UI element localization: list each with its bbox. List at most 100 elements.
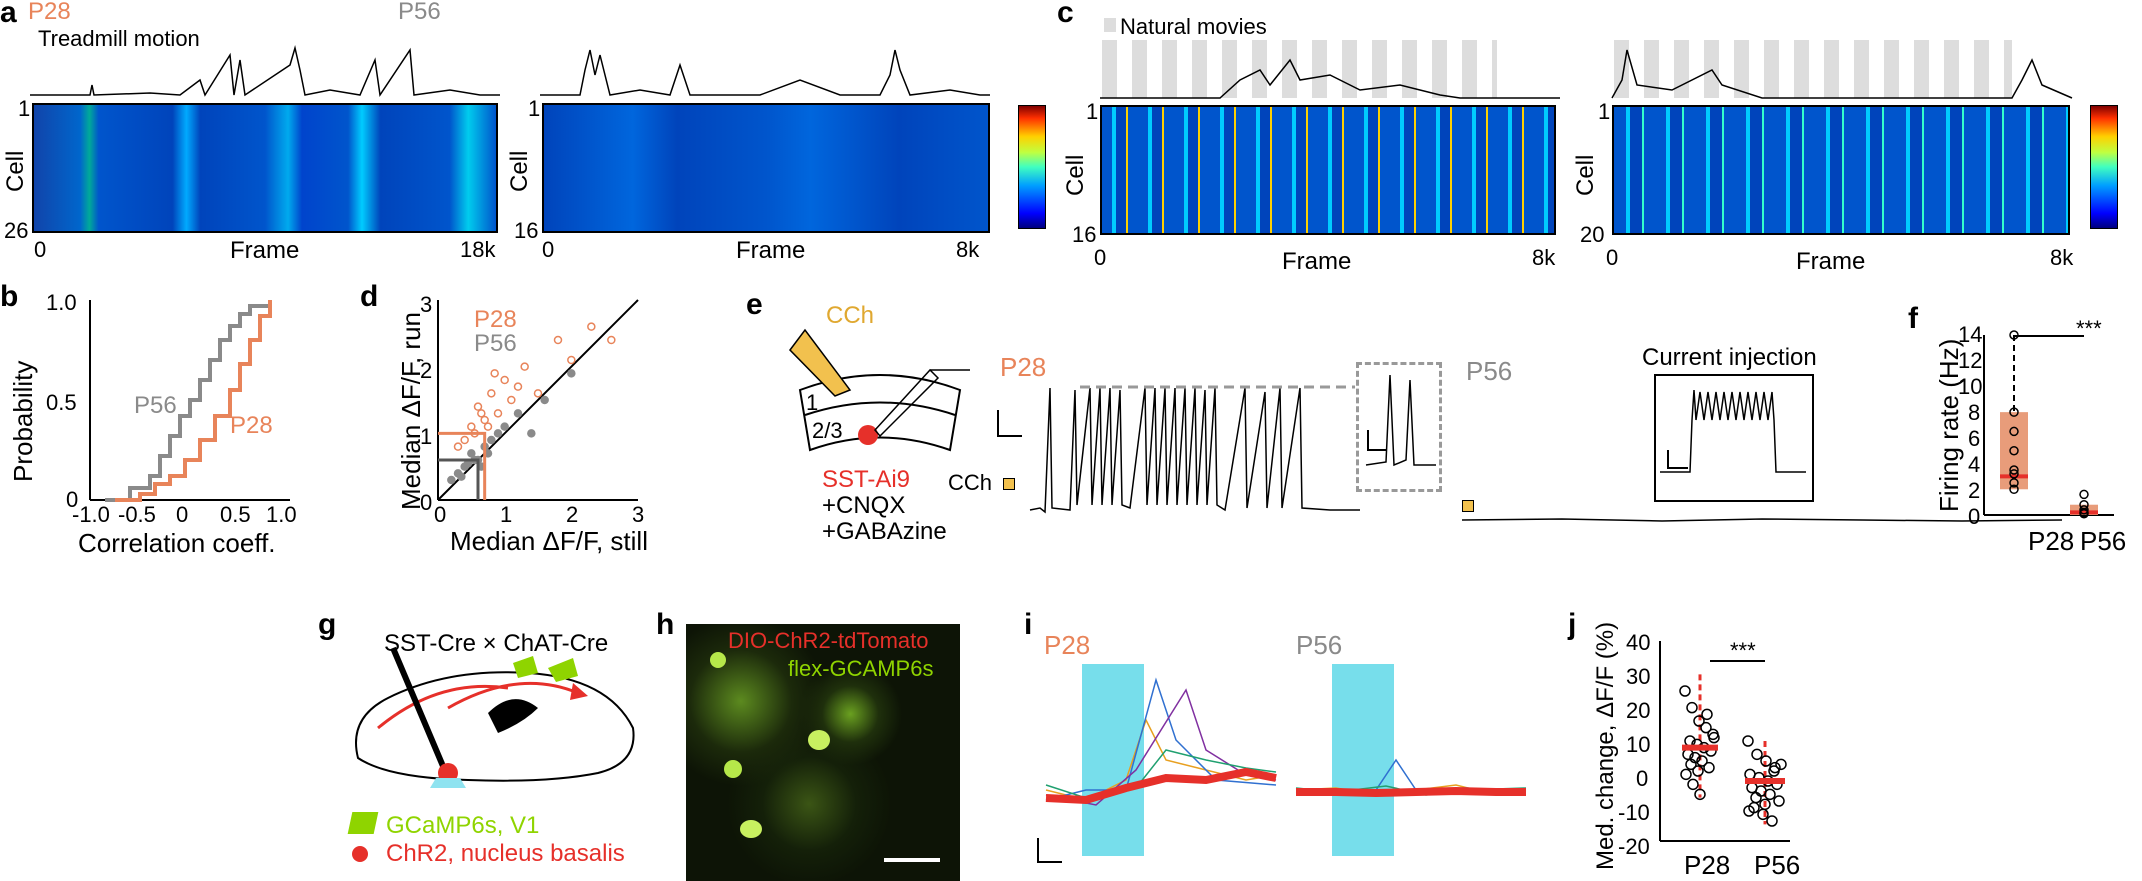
d-point-p28 (490, 369, 499, 378)
c-frame-start-2: 0 (1606, 245, 1619, 270)
d-p28-legend: P28 (474, 306, 517, 333)
panel-f-label: f (1908, 302, 1918, 335)
j-p56-point (1759, 798, 1771, 811)
p56-label: P56 (398, 0, 441, 25)
movie-epochs-right (1614, 40, 2012, 98)
j-p28-point (1687, 778, 1699, 791)
h-dio-label: DIO-ChR2-tdTomato (728, 628, 929, 653)
d-point-p56 (527, 429, 536, 438)
stim-legend-swatch (1104, 18, 1116, 32)
f-p28-point (2009, 465, 2019, 475)
c-cell-top-2: 1 (1598, 99, 1611, 124)
d-point-p28 (520, 362, 529, 371)
j-p28-point (1679, 685, 1691, 697)
f-p56-point (2079, 508, 2089, 519)
d-point-p28 (533, 389, 543, 398)
c-frame-end: 8k (1532, 245, 1556, 270)
i-p56-label: P56 (1296, 630, 1343, 660)
chart-d-plot (437, 299, 639, 501)
j-p28-point (1708, 731, 1720, 744)
mouse-brain-schematic (355, 646, 635, 788)
frame-start: 0 (34, 237, 47, 262)
f-ytick-0: 0 (1968, 504, 1981, 529)
cell-body-4 (740, 820, 762, 838)
b-series-p56 (105, 300, 272, 502)
d-xlabel: Median ΔF/F, still (450, 526, 648, 556)
panel-d-label: d (360, 280, 379, 313)
j-ytick-0: 0 (1636, 766, 1649, 791)
sst-ai9-label: SST-Ai9 (822, 466, 911, 493)
j-ylabel: Med. change, ΔF/F (%) (1592, 621, 1619, 870)
g-legend-gcamp: GCaMP6s, V1 (386, 812, 540, 839)
f-ytick-6: 6 (1968, 426, 1981, 451)
c-frame-start: 0 (1094, 245, 1107, 270)
zoom-connector (1080, 385, 1355, 389)
f-p28-point (2009, 407, 2019, 417)
panel-g-label: g (318, 608, 337, 641)
current-injection-title: Current injection (1642, 344, 1817, 371)
p56-voltage-trace (1461, 518, 2063, 522)
f-ytick-12: 12 (1958, 348, 1983, 373)
j-p28-point (1700, 721, 1712, 734)
treadmill-label: Treadmill motion (38, 26, 200, 51)
f-ytick-8: 8 (1968, 400, 1981, 425)
j-p28-point (1696, 755, 1708, 767)
frame-axis-label: Frame (230, 237, 300, 264)
d-point-p28 (500, 375, 509, 385)
f-p56-point (2079, 489, 2089, 500)
frame-start-2: 0 (542, 237, 555, 262)
scale-bar-e (997, 410, 1022, 437)
layer-23-label: 2/3 (812, 418, 843, 443)
d-point-p28 (513, 382, 523, 391)
d-xtick-2: 2 (566, 502, 579, 527)
j-ytick-40: 40 (1626, 630, 1651, 655)
c-frame-end-2: 8k (2050, 245, 2074, 270)
frame-axis-label-2: Frame (736, 237, 806, 264)
microscopy-image (686, 624, 960, 881)
d-ytick-0: 0 (420, 490, 433, 515)
panel-c-label: c (1057, 0, 1074, 29)
b-xtick-1: -0.5 (118, 502, 156, 527)
frame-end: 18k (460, 237, 496, 262)
f-p28-point (2009, 445, 2019, 456)
d-point-p28 (473, 402, 483, 411)
d-point-p28 (477, 409, 486, 418)
f-ytick-4: 4 (1968, 452, 1981, 477)
c-cell-bottom-2: 20 (1580, 222, 1605, 247)
d-point-p28 (453, 442, 463, 451)
gabazine-label: +GABAzine (822, 518, 947, 545)
i-scale-bar (1037, 838, 1062, 863)
c-cell-top: 1 (1086, 99, 1099, 124)
panel-b-label: b (0, 280, 19, 313)
cell-index-top-2: 1 (528, 96, 541, 121)
d-point-p28 (507, 395, 516, 405)
d-ytick-3: 3 (420, 292, 433, 317)
d-point-p56 (467, 449, 476, 458)
g-title: SST-Cre × ChAT-Cre (384, 630, 609, 657)
j-p28-point (1686, 701, 1698, 714)
b-xtick-4: 1.0 (266, 502, 297, 527)
j-p28-point (1693, 715, 1705, 727)
d-point-p56 (500, 422, 509, 431)
panel-e-label: e (746, 288, 763, 321)
h-flex-label: flex-GCAMP6s (788, 656, 934, 681)
spike-inset (1356, 362, 1442, 492)
cell-axis-label-2: Cell (506, 150, 533, 192)
gcamp-legend-swatch (347, 812, 379, 834)
panel-i-label: i (1024, 608, 1033, 641)
e-p56-label: P56 (1466, 356, 1513, 386)
chart-b-plot (89, 300, 290, 502)
d-xtick-3: 3 (632, 502, 645, 527)
j-p56-point (1775, 758, 1787, 771)
colorbar-a (1018, 105, 1046, 229)
treadmill-trace-p56 (540, 49, 990, 96)
cell-axis-label: Cell (2, 150, 29, 192)
b-ytick-mid: 0.5 (46, 390, 77, 415)
f-xtick-p28: P28 (2028, 526, 2075, 556)
f-xtick-p56: P56 (2080, 526, 2127, 556)
d-p28-median-lines (438, 431, 487, 500)
c-frame-axis: Frame (1282, 248, 1352, 275)
frame-end-2: 8k (956, 237, 980, 262)
heatmap-c-p56 (1612, 105, 2070, 235)
d-point-p56 (513, 409, 523, 418)
